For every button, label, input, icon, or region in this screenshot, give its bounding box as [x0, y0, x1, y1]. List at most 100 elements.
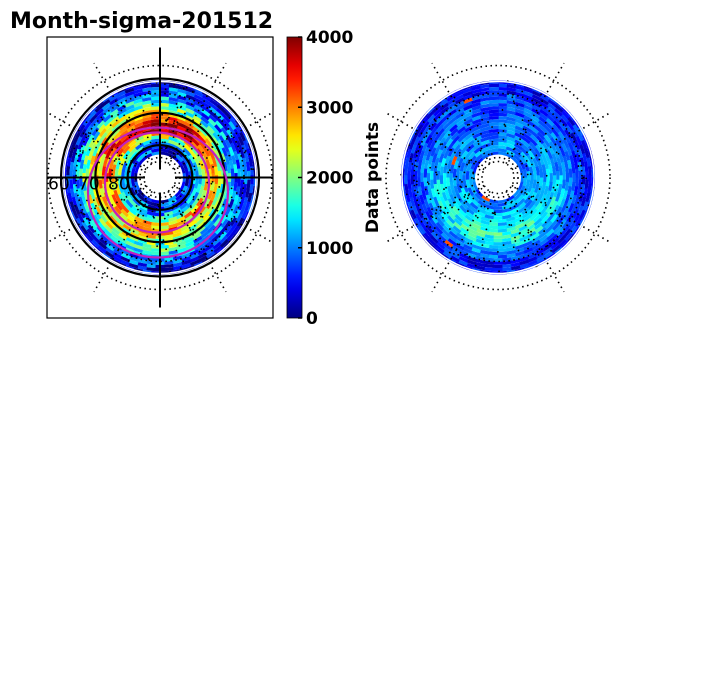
heatmap-cell	[464, 210, 475, 219]
heatmap-cell	[163, 267, 174, 272]
marker-dot	[527, 119, 530, 122]
heatmap-cell	[104, 250, 115, 259]
heatmap-cell	[110, 230, 120, 239]
marker-dot	[236, 125, 238, 128]
marker-dot	[160, 147, 163, 149]
heatmap-cell	[121, 141, 130, 151]
heatmap-cell	[498, 112, 508, 117]
heatmap-cell	[471, 105, 482, 111]
marker-dot	[243, 151, 246, 154]
heatmap-cell	[555, 170, 560, 181]
heatmap-cell	[471, 98, 482, 105]
heatmap-cell	[436, 217, 445, 227]
heatmap-cell	[445, 137, 454, 148]
heatmap-cell	[133, 105, 144, 111]
marker-dot	[457, 208, 460, 211]
marker-dot	[472, 197, 475, 200]
heatmap-cell	[533, 170, 537, 181]
heatmap-cell	[436, 127, 446, 138]
heatmap-cell	[434, 156, 440, 167]
heatmap-cell	[449, 172, 453, 182]
heatmap-cell	[488, 225, 498, 230]
heatmap-cell	[458, 248, 469, 256]
marker-dot	[502, 130, 505, 132]
heatmap-cell	[159, 202, 169, 207]
heatmap-cell	[78, 195, 84, 207]
heatmap-cell	[143, 153, 153, 160]
heatmap-cell	[136, 153, 146, 163]
heatmap-cell	[137, 210, 148, 218]
heatmap-cell	[151, 90, 161, 94]
marker-dot	[511, 96, 514, 99]
marker-dot	[493, 199, 496, 202]
heatmap-cell	[409, 208, 417, 220]
marker-dot	[218, 186, 221, 188]
heatmap-cell	[73, 204, 81, 215]
heatmap-cell	[180, 224, 190, 232]
heatmap-cell	[560, 202, 568, 213]
heatmap-cell	[122, 145, 131, 155]
heatmap-cell	[208, 106, 219, 115]
heatmap-cell	[409, 196, 416, 207]
heatmap-cell	[518, 224, 528, 232]
heatmap-cell	[498, 138, 508, 143]
heatmap-cell	[458, 137, 468, 147]
heatmap-cell	[425, 150, 432, 161]
marker-dot	[101, 118, 104, 121]
heatmap-cell	[522, 132, 532, 141]
heatmap-cell	[522, 121, 533, 130]
marker-dot	[125, 163, 128, 166]
heatmap-cell	[506, 136, 517, 143]
heatmap-cell	[180, 252, 191, 259]
heatmap-cell	[97, 240, 108, 250]
marker-dot	[95, 129, 98, 132]
heatmap-cell	[506, 123, 517, 129]
heatmap-cell	[459, 161, 466, 172]
heatmap-cell	[219, 239, 229, 249]
heatmap-cell	[90, 117, 99, 128]
marker-dot	[165, 248, 168, 251]
heatmap-cell	[479, 84, 491, 89]
heatmap-cell	[564, 181, 569, 192]
marker-dot	[534, 253, 537, 256]
marker-dot	[544, 221, 547, 224]
heatmap-cell	[474, 265, 485, 271]
heatmap-cell	[483, 263, 494, 268]
heatmap-cell	[108, 141, 117, 152]
heatmap-cell	[526, 252, 538, 260]
heatmap-cell	[546, 110, 556, 119]
marker-dot	[165, 146, 168, 149]
marker-dot	[503, 207, 506, 209]
heatmap-cell	[474, 153, 484, 163]
heatmap-cell	[205, 159, 212, 170]
heatmap-cell	[446, 237, 457, 246]
heatmap-cell	[101, 102, 112, 111]
heatmap-cell	[202, 94, 213, 103]
dotted-latitude-circle	[385, 64, 611, 291]
heatmap-cell	[542, 247, 553, 256]
heatmap-cell	[132, 160, 140, 170]
heatmap-cell	[212, 132, 221, 142]
marker-dot	[490, 153, 493, 155]
heatmap-cell	[221, 118, 231, 128]
heatmap-cell	[70, 187, 75, 198]
heatmap-cell	[448, 230, 458, 239]
heatmap-cell	[105, 242, 115, 252]
heatmap-cell	[577, 161, 582, 172]
heatmap-cell	[435, 244, 445, 254]
heatmap-cell	[92, 214, 101, 224]
heatmap-cell	[471, 115, 482, 122]
heatmap-cell	[168, 97, 179, 103]
marker-dot	[441, 143, 444, 145]
heatmap-cell	[247, 170, 251, 181]
heatmap-cell	[463, 114, 474, 122]
heatmap-cell	[489, 148, 499, 153]
marker-dot	[491, 140, 494, 143]
heatmap-cell	[514, 139, 524, 147]
heatmap-cell	[404, 156, 410, 167]
marker-dot	[544, 201, 547, 204]
heatmap-cell	[417, 158, 423, 169]
heatmap-cell	[468, 205, 478, 214]
heatmap-cell	[474, 261, 485, 268]
